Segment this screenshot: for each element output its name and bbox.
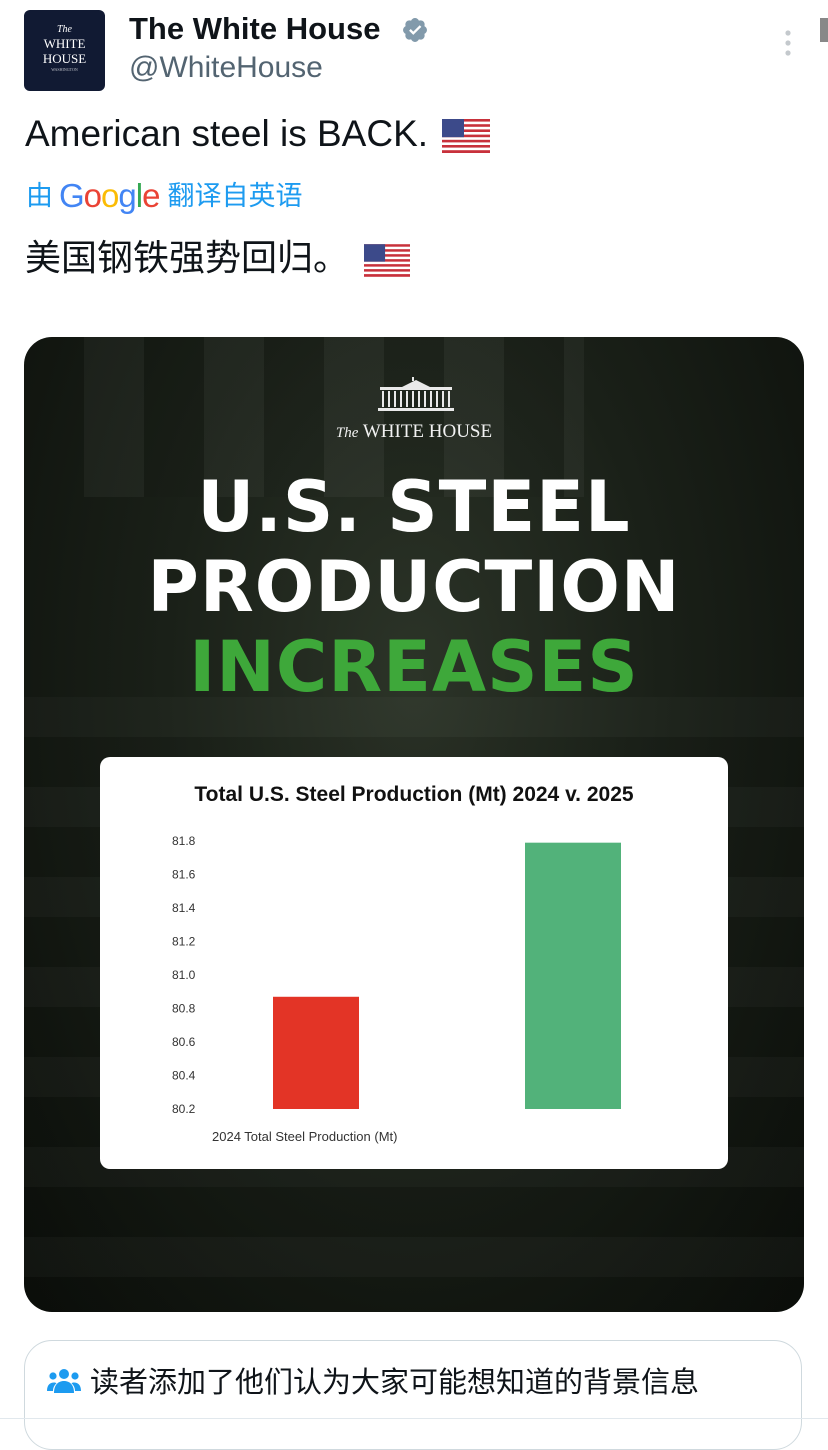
y-tick-label: 81.8: [172, 834, 196, 848]
tweet-media-image[interactable]: The WHITE HOUSE U.S. STEEL PRODUCTION IN…: [24, 337, 804, 1312]
author-handle[interactable]: @WhiteHouse: [129, 51, 323, 84]
bar-chart-card: Total U.S. Steel Production (Mt) 2024 v.…: [100, 757, 728, 1169]
bar-chart: 81.8 81.6 81.4 81.2 81.0 80.8 80.6 80.4 80.2 2024…: [172, 834, 621, 1144]
headline-line-2: PRODUCTION: [147, 546, 681, 628]
white-house-building-icon: [378, 377, 454, 411]
translate-by-label: 由: [26, 181, 53, 212]
translated-text-content: 美国钢铁强势回归。: [25, 238, 350, 279]
avatar-line-city: WASHINGTON: [51, 67, 78, 72]
y-tick-label: 81.2: [172, 935, 196, 949]
background-flag: [84, 337, 584, 497]
avatar-line-house: HOUSE: [42, 51, 87, 66]
chart-title: Total U.S. Steel Production (Mt) 2024 v.…: [194, 783, 634, 806]
white-house-wordmark: The WHITE HOUSE: [24, 421, 804, 443]
y-tick-label: 80.2: [172, 1102, 196, 1116]
translate-attribution[interactable]: 由 Google 翻译自英语: [26, 178, 302, 214]
us-flag-icon: [364, 243, 411, 277]
verified-badge-icon: [403, 18, 427, 42]
headline-line-1: U.S. STEEL: [197, 466, 631, 548]
people-icon: [47, 1369, 81, 1393]
author-name[interactable]: The White House: [129, 11, 381, 46]
tweet-text-content: American steel is BACK.: [25, 113, 429, 154]
google-logo: Google: [59, 177, 160, 214]
avatar-line-white: WHITE: [43, 36, 86, 51]
y-tick-label: 80.6: [172, 1035, 196, 1049]
community-note-text: 读者添加了他们认为大家可能想知道的背景信息: [90, 1365, 700, 1399]
avatar-line-the: The: [57, 24, 72, 35]
translate-suffix: 翻译自英语: [167, 181, 303, 212]
divider: [0, 1418, 828, 1419]
y-tick-label: 80.4: [172, 1069, 196, 1083]
bar-2024: [273, 996, 359, 1109]
bar-2025: [525, 842, 621, 1109]
avatar[interactable]: The WHITE HOUSE WASHINGTON: [24, 10, 105, 91]
y-tick-label: 81.0: [172, 968, 196, 982]
y-tick-label: 80.8: [172, 1002, 196, 1016]
translated-text: 美国钢铁强势回归。: [25, 236, 411, 282]
wordmark-name: WHITE HOUSE: [362, 421, 493, 442]
us-flag-icon: [442, 119, 491, 154]
x-axis-label: 2024 Total Steel Production (Mt): [212, 1129, 397, 1144]
y-tick-label: 81.6: [172, 868, 196, 882]
headline-line-3: INCREASES: [189, 626, 639, 708]
tweet-text: American steel is BACK.: [25, 112, 491, 156]
wordmark-the: The: [335, 425, 359, 441]
more-options-icon[interactable]: [782, 28, 794, 58]
community-note-box[interactable]: 读者添加了他们认为大家可能想知道的背景信息: [24, 1340, 802, 1450]
scrollbar-thumb[interactable]: [820, 18, 828, 42]
y-tick-label: 81.4: [172, 901, 196, 915]
